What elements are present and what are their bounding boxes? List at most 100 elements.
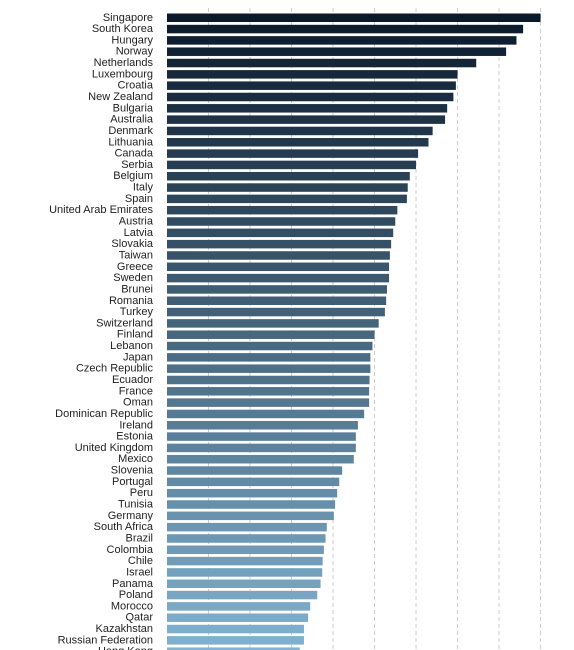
bar-hong-kong <box>167 647 300 650</box>
category-label: Slovakia <box>111 238 153 250</box>
bar-austria <box>167 217 396 226</box>
bar-qatar <box>167 613 309 622</box>
bar-bulgaria <box>167 104 448 113</box>
bar-slovakia <box>167 239 392 249</box>
category-label: Chile <box>128 555 153 567</box>
category-label: Croatia <box>118 80 154 92</box>
bar-morocco <box>167 602 311 611</box>
category-label: Qatar <box>125 612 153 624</box>
bar-luxembourg <box>167 70 458 79</box>
category-label: United Kingdom <box>75 442 153 454</box>
category-label: Spain <box>125 193 153 205</box>
category-label: Ecuador <box>112 374 153 386</box>
category-label: Turkey <box>120 306 154 318</box>
category-label: Belgium <box>113 170 153 182</box>
category-label: Portugal <box>112 476 153 488</box>
bar-estonia <box>167 432 356 441</box>
category-label: Canada <box>114 148 153 160</box>
category-label: South Korea <box>92 23 154 35</box>
bar-australia <box>167 115 446 124</box>
category-label: Luxembourg <box>92 68 153 80</box>
bar-czech-republic <box>167 364 371 373</box>
category-label: Hong Kong <box>98 646 153 650</box>
bar-sweden <box>167 273 390 283</box>
bar-brazil <box>167 534 326 543</box>
category-label: Japan <box>123 351 153 363</box>
bar-mexico <box>167 454 354 464</box>
bar-russian-federation <box>167 636 304 645</box>
category-label: Germany <box>108 510 154 522</box>
category-label: France <box>119 385 153 397</box>
category-label: Denmark <box>108 125 153 137</box>
bar-latvia <box>167 228 394 238</box>
category-label: Israel <box>126 566 153 578</box>
bar-netherlands <box>167 58 477 68</box>
bar-dominican-republic <box>167 409 365 419</box>
category-label: Serbia <box>121 159 154 171</box>
bar-romania <box>167 296 387 305</box>
category-label: Czech Republic <box>76 363 154 375</box>
bar-denmark <box>167 126 433 136</box>
category-label: Lithuania <box>108 136 154 148</box>
category-label: Greece <box>117 261 153 273</box>
bars <box>167 13 541 650</box>
category-label: Singapore <box>103 12 153 24</box>
bar-new-zealand <box>167 92 454 102</box>
bar-israel <box>167 568 323 577</box>
bar-norway <box>167 47 507 56</box>
bar-finland <box>167 330 375 339</box>
bar-lithuania <box>167 138 429 147</box>
bar-spain <box>167 194 407 204</box>
category-label: South Africa <box>94 521 154 533</box>
bar-tunisia <box>167 500 336 509</box>
category-label: Morocco <box>111 600 153 612</box>
gridlines <box>208 8 542 650</box>
bar-chile <box>167 556 323 566</box>
category-label: Italy <box>133 182 154 194</box>
category-label: Poland <box>119 589 153 601</box>
bar-ecuador <box>167 375 370 385</box>
category-label: Latvia <box>124 227 154 239</box>
category-label: Colombia <box>107 544 154 556</box>
bar-germany <box>167 511 334 521</box>
bar-south-korea <box>167 24 524 34</box>
category-label: Tunisia <box>118 499 154 511</box>
bar-poland <box>167 590 318 600</box>
category-label: Bulgaria <box>113 102 154 114</box>
category-label: Mexico <box>118 453 153 465</box>
bar-belgium <box>167 171 410 181</box>
bar-brunei <box>167 285 387 294</box>
category-label: Ireland <box>119 419 153 431</box>
category-label: Austria <box>119 216 154 228</box>
bar-portugal <box>167 477 340 487</box>
bar-oman <box>167 398 370 407</box>
category-label: Sweden <box>113 272 153 284</box>
category-label: Dominican Republic <box>55 408 153 420</box>
category-label: Panama <box>112 578 154 590</box>
bar-taiwan <box>167 251 390 260</box>
bar-ireland <box>167 421 358 430</box>
bar-panama <box>167 579 321 588</box>
category-label: Taiwan <box>119 249 153 261</box>
category-label: Lebanon <box>110 340 153 352</box>
category-label: Russian Federation <box>58 634 153 646</box>
bar-kazakhstan <box>167 624 304 634</box>
bar-lebanon <box>167 341 373 351</box>
bar-south-africa <box>167 522 327 532</box>
bar-italy <box>167 183 408 192</box>
bar-colombia <box>167 545 324 555</box>
category-label: Norway <box>116 46 154 58</box>
bar-singapore <box>167 13 541 22</box>
category-label: Switzerland <box>96 317 153 329</box>
bar-serbia <box>167 160 417 170</box>
category-label: Hungary <box>111 34 153 46</box>
bar-peru <box>167 488 338 498</box>
category-label: United Arab Emirates <box>49 204 153 216</box>
category-label: Estonia <box>116 431 154 443</box>
category-label: Brazil <box>125 532 153 544</box>
category-label: Slovenia <box>111 465 154 477</box>
bar-switzerland <box>167 319 379 328</box>
